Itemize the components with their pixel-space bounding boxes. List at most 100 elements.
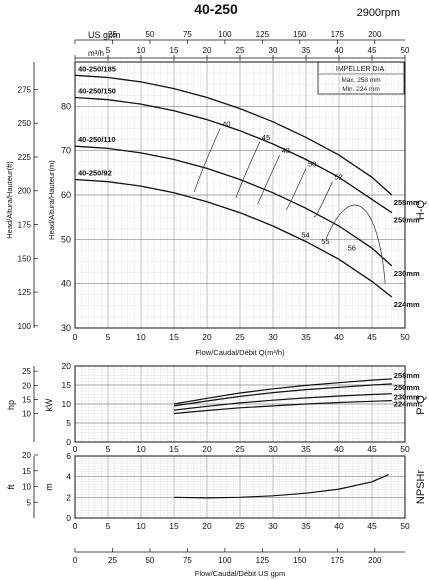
hq-x-tick-label: 45 bbox=[367, 332, 377, 342]
pq-series-label: 250mm bbox=[394, 383, 420, 392]
bottom-gpm-tick-label: 0 bbox=[73, 556, 78, 565]
hq-x-tick-label: 35 bbox=[301, 332, 311, 342]
top-m3h-tick-label: 5 bbox=[106, 46, 111, 55]
hq-m-tick-label: 70 bbox=[61, 146, 71, 156]
hq-m-tick-label: 30 bbox=[61, 323, 71, 333]
pq-kw-tick-label: 10 bbox=[62, 399, 72, 409]
flow-m3h-axis-label: Flow/Caudal/Débit Q(m³/h) bbox=[195, 348, 285, 357]
pq-hp-tick-label: 10 bbox=[22, 410, 31, 419]
pq-hp-tick-label: 15 bbox=[22, 395, 31, 404]
marks-layer: 40-250/185 258mm 40-250/150 250mm 40-250/110… bbox=[74, 64, 420, 499]
pq-x-tick-label: 25 bbox=[235, 444, 245, 454]
np-x-tick-label: 5 bbox=[106, 521, 111, 531]
top-m3h-tick-label: 25 bbox=[236, 46, 245, 55]
bottom-gpm-tick-label: 175 bbox=[331, 556, 345, 565]
hq-ft-tick-label: 275 bbox=[18, 85, 32, 94]
pq-series-label: 224mm bbox=[394, 400, 420, 409]
top-m3h-tick-label: 35 bbox=[302, 46, 311, 55]
bottom-gpm-tick-label: 75 bbox=[183, 556, 192, 565]
efficiency-label: 45 bbox=[262, 133, 270, 142]
impeller-min: Min. 224 mm bbox=[342, 86, 380, 93]
npshr-side-label: NPSHr bbox=[415, 470, 427, 505]
hq-x-tick-label: 5 bbox=[106, 332, 111, 342]
pq-kw-tick-label: 20 bbox=[62, 361, 72, 371]
hq-ft-tick-label: 250 bbox=[18, 119, 32, 128]
top-m3h-tick-label: 20 bbox=[203, 46, 212, 55]
pq-series-label: 230mm bbox=[394, 393, 420, 402]
bottom-gpm-tick-label: 50 bbox=[145, 556, 154, 565]
top-gpm-tick-label: 175 bbox=[331, 30, 345, 39]
bottom-gpm-tick-label: 125 bbox=[256, 556, 270, 565]
hq-series-label: 40-250/185 bbox=[78, 64, 116, 73]
hq-series-label: 40-250/92 bbox=[78, 168, 112, 177]
np-ft-tick-label: 5 bbox=[27, 498, 32, 507]
efficiency-label: 54 bbox=[301, 230, 309, 239]
np-frame bbox=[74, 455, 406, 519]
pq-x-tick-label: 40 bbox=[334, 444, 344, 454]
speed-label: 2900rpm bbox=[357, 7, 400, 19]
efficiency-arc bbox=[193, 128, 221, 193]
np-m-tick-label: 4 bbox=[66, 472, 71, 482]
np-m-tick-label: 2 bbox=[66, 492, 71, 502]
np-m-tick-label: 0 bbox=[66, 513, 71, 523]
hq-m-tick-label: 50 bbox=[61, 234, 71, 244]
efficiency-arc bbox=[314, 181, 333, 218]
top-gpm-tick-label: 200 bbox=[368, 30, 382, 39]
top-gpm-tick-label: 25 bbox=[108, 30, 117, 39]
hq-x-tick-label: 10 bbox=[136, 332, 146, 342]
efficiency-label: 48 bbox=[282, 146, 290, 155]
top-gpm-tick-label: 100 bbox=[218, 30, 232, 39]
top-m3h-tick-label: 15 bbox=[170, 46, 179, 55]
hq-ft-tick-label: 200 bbox=[18, 187, 32, 196]
hq-ft-tick-label: 125 bbox=[18, 288, 32, 297]
pq-hp-tick-label: 20 bbox=[22, 381, 31, 390]
impeller-title: IMPELLER DIA. bbox=[336, 66, 386, 73]
hq-x-tick-label: 15 bbox=[169, 332, 179, 342]
np-x-tick-label: 45 bbox=[367, 521, 377, 531]
impeller-max: Max. 258 mm bbox=[341, 77, 380, 84]
hq-x-tick-label: 20 bbox=[202, 332, 212, 342]
pq-side-label: P-Q bbox=[415, 395, 427, 415]
hq-ft-tick-label: 175 bbox=[18, 221, 32, 230]
chart-title: 40-250 bbox=[194, 1, 238, 17]
hq-end-label: 258mm bbox=[394, 198, 420, 207]
gpm-unit-label: US gpm bbox=[88, 30, 121, 40]
hq-end-label: 224mm bbox=[394, 300, 420, 309]
pq-frame bbox=[74, 365, 406, 443]
np-x-tick-label: 35 bbox=[301, 521, 311, 531]
pq-x-tick-label: 35 bbox=[301, 444, 311, 454]
hq-curve bbox=[74, 178, 393, 298]
np-x-tick-label: 0 bbox=[73, 521, 78, 531]
efficiency-arc bbox=[235, 141, 261, 199]
top-m3h-tick-label: 45 bbox=[368, 46, 377, 55]
pq-kw-tick-label: 15 bbox=[62, 380, 72, 390]
head-ft-axis-label: Head/Altura/Hauteur(ft) bbox=[5, 161, 14, 239]
pq-kw-tick-label: 5 bbox=[66, 418, 71, 428]
efficiency-label: 50 bbox=[308, 159, 316, 168]
npshr-curve bbox=[173, 474, 389, 499]
np-x-tick-label: 30 bbox=[268, 521, 278, 531]
np-ft-tick-label: 15 bbox=[22, 467, 31, 476]
bottom-gpm-tick-label: 150 bbox=[293, 556, 307, 565]
hq-x-tick-label: 40 bbox=[334, 332, 344, 342]
pq-x-tick-label: 0 bbox=[73, 444, 78, 454]
hq-x-tick-label: 50 bbox=[400, 332, 410, 342]
hq-ft-tick-label: 150 bbox=[18, 254, 32, 263]
hq-curve bbox=[74, 145, 393, 267]
efficiency-label: 55 bbox=[321, 237, 329, 246]
pq-x-tick-label: 50 bbox=[400, 444, 410, 454]
hq-curve bbox=[74, 74, 393, 196]
pq-series-label: 258mm bbox=[394, 371, 420, 380]
np-ft-tick-label: 20 bbox=[22, 451, 31, 460]
np-ft-tick-label: 10 bbox=[22, 483, 31, 492]
hq-side-label: H-Q bbox=[415, 199, 427, 220]
pq-x-tick-label: 5 bbox=[106, 444, 111, 454]
top-m3h-tick-label: 50 bbox=[401, 46, 410, 55]
hq-series-label: 40-250/110 bbox=[78, 135, 116, 144]
hq-x-tick-label: 0 bbox=[73, 332, 78, 342]
pq-curve bbox=[173, 400, 392, 415]
bottom-gpm-tick-label: 100 bbox=[218, 556, 232, 565]
top-gpm-tick-label: 150 bbox=[293, 30, 307, 39]
top-m3h-tick-label: 40 bbox=[335, 46, 344, 55]
